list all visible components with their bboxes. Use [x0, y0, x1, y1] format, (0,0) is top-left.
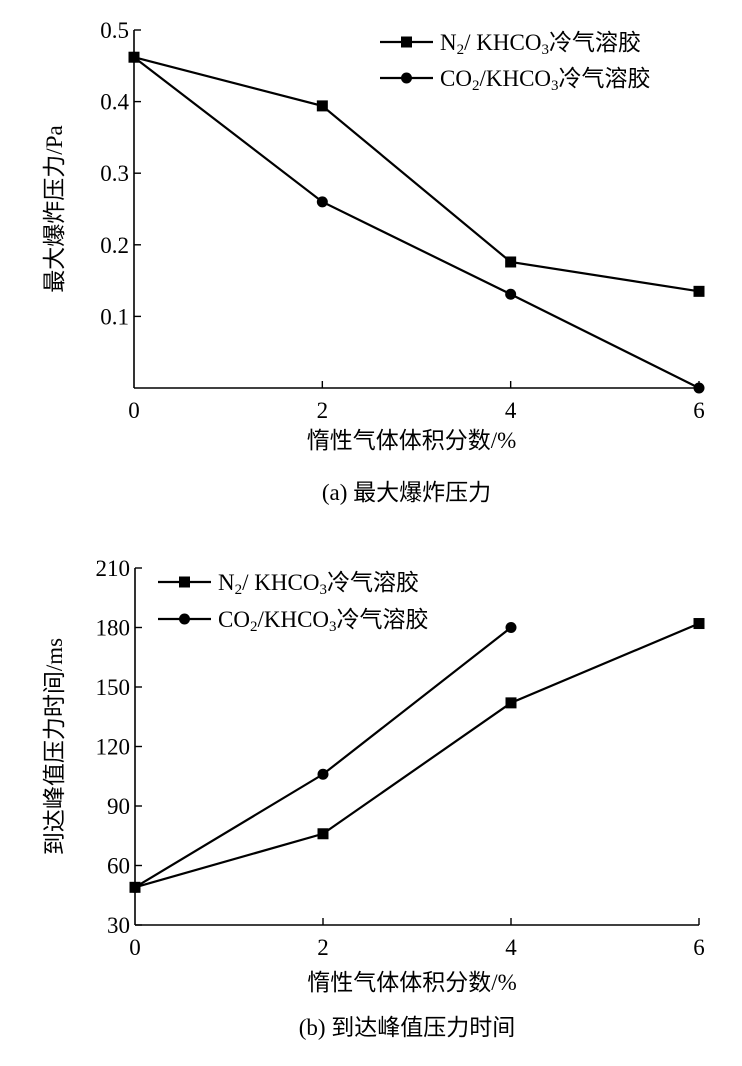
data-point-circle — [505, 288, 517, 300]
legend-text: 冷气溶胶 — [559, 66, 651, 91]
legend-text: 冷气溶胶 — [337, 607, 429, 632]
x-tick-label: 6 — [693, 398, 705, 423]
chart-caption: (a) 最大爆炸压力 — [322, 480, 491, 505]
legend-marker-square — [401, 36, 412, 48]
data-point-circle — [129, 881, 141, 893]
y-tick-label: 150 — [96, 675, 131, 700]
y-tick-label: 0.2 — [100, 233, 129, 258]
legend-item: CO2/KHCO3冷气溶胶 — [158, 607, 429, 635]
x-tick-label: 0 — [129, 935, 141, 960]
y-tick-label: 120 — [96, 735, 131, 760]
x-tick-label: 2 — [317, 398, 329, 423]
x-tick-label: 6 — [693, 935, 705, 960]
y-tick-label: 0.4 — [100, 90, 129, 115]
legend-marker-circle — [179, 613, 190, 625]
series-line-n2 — [133, 56, 700, 293]
y-tick-label: 0.3 — [100, 161, 129, 186]
legend-item: N2/ KHCO3冷气溶胶 — [380, 30, 641, 58]
x-axis-label: 惰性气体体积分数/% — [307, 428, 517, 453]
chart-a: 0.1 0.2 0.3 0.4 0.5 0 2 4 6 惰性气体体积分数/% 最大爆炸压力/Pa (a… — [42, 18, 705, 505]
data-point-circle — [317, 768, 329, 780]
y-tick-label: 210 — [96, 556, 131, 581]
y-axis-label: 到达峰值压力时间/ms — [42, 638, 67, 855]
legend-marker-circle — [401, 72, 412, 84]
data-point-circle — [505, 622, 517, 633]
x-axis-label: 惰性气体体积分数/% — [307, 970, 517, 995]
legend-label: N2/ KHCO3冷气溶胶 — [218, 570, 419, 598]
legend-subscript: 3 — [541, 42, 549, 58]
y-axis-label: 最大爆炸压力/Pa — [42, 125, 67, 292]
data-point-square — [317, 828, 329, 840]
data-point-square — [316, 100, 328, 112]
data-point-circle — [316, 196, 328, 208]
legend-text: CO — [218, 607, 250, 632]
legend-subscript: 2 — [472, 78, 480, 94]
y-tick-label: 90 — [107, 794, 130, 819]
x-tick-label: 0 — [128, 398, 140, 423]
legend-label: CO2/KHCO3冷气溶胶 — [440, 66, 651, 94]
x-tick-label: 2 — [317, 935, 329, 960]
legend-subscript: 2 — [235, 582, 243, 598]
legend-text: CO — [440, 66, 472, 91]
legend-text: 冷气溶胶 — [327, 570, 419, 595]
legend-text: /KHCO — [479, 66, 551, 91]
legend-label: N2/ KHCO3冷气溶胶 — [440, 30, 641, 58]
legend-text: / KHCO — [464, 30, 541, 55]
data-point-circle — [128, 51, 140, 63]
y-tick-label: 0.1 — [100, 304, 129, 329]
chart-b: 30 60 90 120 150 180 210 0 2 4 6 惰性气体体积分数/% 到达峰值压力时间… — [42, 556, 705, 1040]
data-point-square — [505, 697, 517, 709]
legend-item: CO2/KHCO3冷气溶胶 — [380, 66, 651, 94]
data-point-square — [693, 285, 705, 297]
y-tick-label: 0.5 — [100, 18, 129, 43]
legend-subscript: 3 — [551, 78, 559, 94]
legend-item: N2/ KHCO3冷气溶胶 — [158, 570, 419, 598]
y-tick-label: 60 — [107, 854, 130, 879]
legend-subscript: 2 — [250, 619, 258, 635]
legend-marker-square — [179, 576, 190, 588]
series-line-co2 — [134, 626, 512, 889]
series-line-co2 — [133, 56, 700, 389]
x-tick-label: 4 — [505, 398, 517, 423]
legend-subscript: 3 — [329, 619, 337, 635]
y-tick-label: 180 — [96, 616, 131, 641]
legend-text: N — [218, 570, 235, 595]
legend-text: N — [440, 30, 457, 55]
series-line-n2 — [134, 622, 700, 889]
legend-label: CO2/KHCO3冷气溶胶 — [218, 607, 429, 635]
data-point-circle — [693, 382, 705, 394]
legend-subscript: 3 — [319, 582, 327, 598]
x-tick-label: 4 — [505, 935, 517, 960]
legend-text: /KHCO — [257, 607, 329, 632]
y-tick-label: 30 — [107, 913, 130, 938]
legend-text: / KHCO — [242, 570, 319, 595]
data-point-square — [693, 618, 705, 630]
data-point-square — [505, 256, 517, 268]
legend-text: 冷气溶胶 — [549, 30, 641, 55]
legend-subscript: 2 — [457, 42, 465, 58]
chart-caption: (b) 到达峰值压力时间 — [299, 1015, 516, 1040]
